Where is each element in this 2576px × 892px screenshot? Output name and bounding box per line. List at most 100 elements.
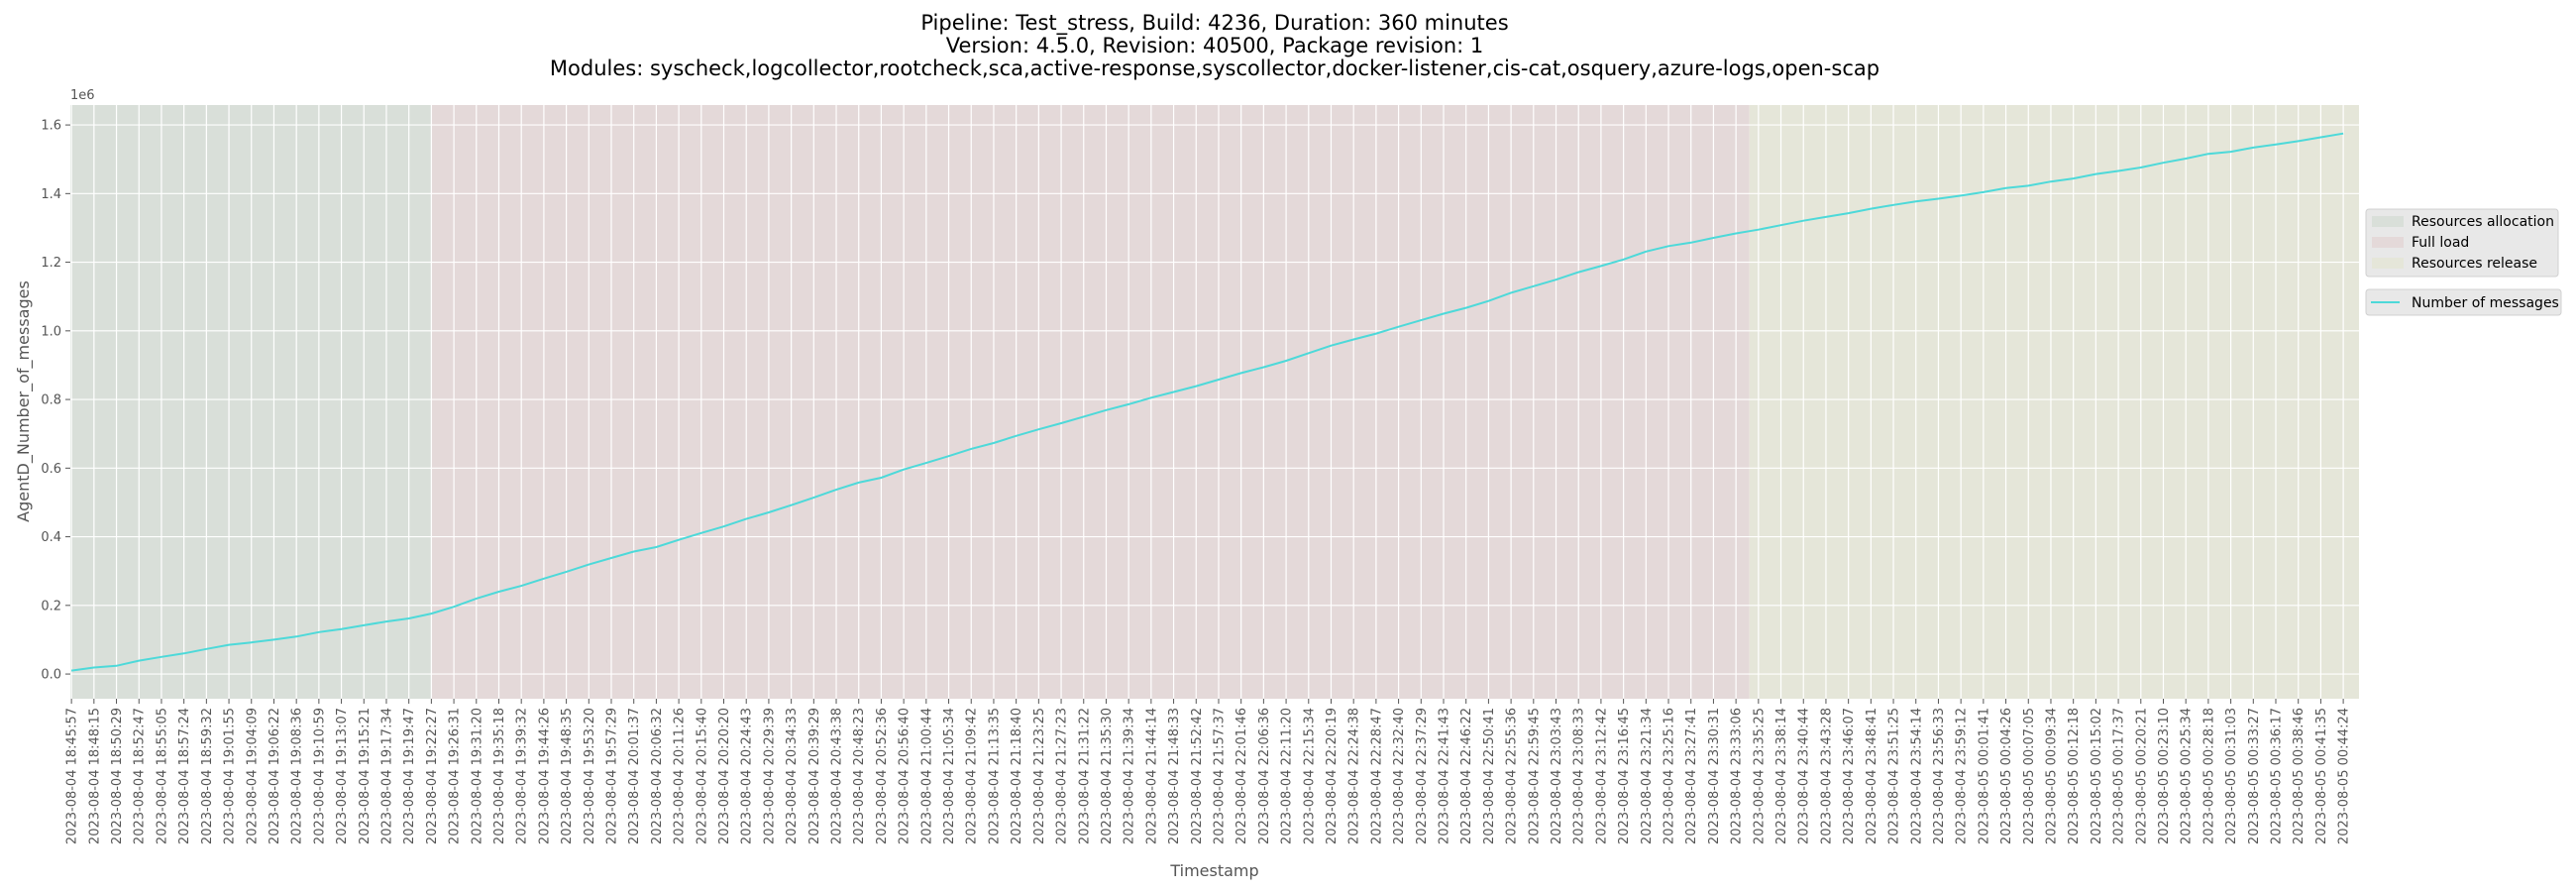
y-tick-label: 0.0: [41, 668, 61, 683]
x-tick-label: 2023-08-04 20:34:33: [785, 708, 800, 844]
x-tick-label: 2023-08-04 23:56:33: [1932, 708, 1947, 844]
series-line-number-of-messages: [70, 132, 2344, 672]
x-tick-label: 2023-08-04 21:09:42: [965, 708, 980, 844]
x-tick-label: 2023-08-04 20:20:20: [717, 708, 732, 844]
x-tick-label: 2023-08-04 23:08:33: [1572, 708, 1587, 844]
x-tick-label: 2023-08-04 21:44:14: [1144, 708, 1159, 844]
x-tick-label: 2023-08-04 22:37:29: [1415, 708, 1430, 844]
x-tick-label: 2023-08-04 23:48:41: [1865, 708, 1879, 844]
x-tick-label: 2023-08-04 19:10:59: [312, 708, 327, 844]
x-tick-label: 2023-08-05 00:07:05: [2022, 708, 2037, 844]
x-tick-label: 2023-08-04 22:24:38: [1347, 708, 1362, 844]
x-tick-label: 2023-08-05 00:31:03: [2224, 708, 2239, 844]
x-tick-label: 2023-08-04 23:25:16: [1663, 708, 1677, 844]
x-tick-label: 2023-08-05 00:38:46: [2292, 708, 2307, 844]
grid: [70, 105, 2359, 699]
x-tick-label: 2023-08-04 23:54:14: [1909, 708, 1924, 844]
y-tick-label: 1.6: [41, 119, 61, 134]
x-tick-label: 2023-08-04 21:23:25: [1032, 708, 1047, 844]
x-tick-label: 2023-08-04 23:35:25: [1752, 708, 1767, 844]
x-tick-label: 2023-08-04 20:06:32: [650, 708, 665, 844]
y-tick-label: 0.8: [41, 393, 61, 408]
x-tick-label: 2023-08-04 20:15:40: [695, 708, 709, 844]
y-tick-label: 1.2: [41, 256, 61, 271]
x-tick-label: 2023-08-04 21:18:40: [1010, 708, 1024, 844]
x-tick-label: 2023-08-04 21:52:42: [1190, 708, 1205, 844]
x-tick-label: 2023-08-04 19:39:32: [515, 708, 530, 844]
x-tick-label: 2023-08-04 21:39:34: [1123, 708, 1137, 844]
x-tick-label: 2023-08-04 19:31:20: [470, 708, 484, 844]
x-tick-label: 2023-08-04 23:33:06: [1730, 708, 1745, 844]
x-tick-label: 2023-08-04 20:24:43: [740, 708, 755, 844]
x-tick-label: 2023-08-04 22:41:43: [1438, 708, 1452, 844]
x-tick-label: 2023-08-04 19:48:35: [560, 708, 575, 844]
x-axis-label: Timestamp: [1169, 861, 1258, 880]
x-tick-label: 2023-08-04 23:51:25: [1887, 708, 1902, 844]
x-tick-label: 2023-08-05 00:36:17: [2270, 708, 2285, 844]
x-tick-label: 2023-08-04 21:57:37: [1212, 708, 1227, 844]
x-tick-label: 2023-08-04 21:13:35: [987, 708, 1002, 844]
region-resources-release: [1749, 105, 2359, 699]
x-tick-label: 2023-08-04 19:17:34: [379, 708, 394, 844]
x-tick-label: 2023-08-04 19:08:36: [290, 708, 305, 844]
chart-title: Pipeline: Test_stress, Build: 4236, Dura…: [550, 11, 1879, 80]
x-tick-label: 2023-08-05 00:09:34: [2044, 708, 2059, 844]
x-tick-label: 2023-08-04 23:16:45: [1617, 708, 1632, 844]
x-tick-label: 2023-08-04 18:55:05: [155, 708, 169, 844]
title-line-2: Version: 4.5.0, Revision: 40500, Package…: [946, 34, 1484, 57]
y-tick-label: 0.6: [41, 462, 61, 477]
x-tick-label: 2023-08-04 23:59:12: [1955, 708, 1970, 844]
x-tick-label: 2023-08-04 23:46:07: [1842, 708, 1857, 844]
x-tick-label: 2023-08-04 21:00:44: [919, 708, 934, 844]
series-layer: [70, 132, 2344, 672]
x-tick-label: 2023-08-04 23:27:41: [1684, 708, 1699, 844]
x-tick-label: 2023-08-04 21:27:23: [1055, 708, 1070, 844]
x-tick-label: 2023-08-04 19:15:21: [358, 708, 373, 844]
x-tick-label: 2023-08-05 00:25:34: [2180, 708, 2195, 844]
x-tick-label: 2023-08-04 21:48:33: [1167, 708, 1182, 844]
legend-regions: Resources allocation Full load Resources…: [2365, 208, 2559, 278]
x-tick-label: 2023-08-05 00:04:26: [1999, 708, 2014, 844]
y-axis: 0.0 0.2 0.4 0.6 0.8 1.0 1.2 1.4 1.6: [41, 119, 70, 683]
x-tick-label: 2023-08-05 00:15:02: [2090, 708, 2104, 844]
legend-series: Number of messages: [2365, 288, 2562, 316]
y-tick-label: 1.0: [41, 324, 61, 339]
x-tick-label: 2023-08-05 00:20:21: [2134, 708, 2149, 844]
x-tick-label: 2023-08-04 19:04:09: [245, 708, 260, 844]
x-tick-label: 2023-08-04 21:05:34: [942, 708, 957, 844]
x-tick-label: 2023-08-04 21:31:22: [1077, 708, 1092, 844]
x-tick-label: 2023-08-04 22:46:22: [1459, 708, 1474, 844]
x-tick-label: 2023-08-04 22:06:36: [1257, 708, 1272, 844]
x-tick-label: 2023-08-04 18:59:32: [200, 708, 215, 844]
x-tick-label: 2023-08-04 22:59:45: [1527, 708, 1542, 844]
x-tick-label: 2023-08-04 23:21:34: [1640, 708, 1655, 844]
shaded-regions: [70, 105, 2359, 699]
x-tick-label: 2023-08-04 19:26:31: [448, 708, 463, 844]
x-tick-label: 2023-08-04 23:40:44: [1797, 708, 1812, 844]
x-tick-label: 2023-08-04 23:43:28: [1819, 708, 1834, 844]
x-tick-label: 2023-08-04 19:53:20: [583, 708, 597, 844]
x-tick-label: 2023-08-04 22:01:46: [1234, 708, 1249, 844]
y-tick-label: 1.4: [41, 187, 61, 202]
y-tick-label: 0.4: [41, 530, 61, 545]
x-tick-label: 2023-08-05 00:17:37: [2112, 708, 2127, 844]
x-tick-label: 2023-08-04 23:03:43: [1550, 708, 1564, 844]
legend-swatch-full-load: [2372, 237, 2404, 248]
x-tick-label: 2023-08-04 22:55:36: [1505, 708, 1520, 844]
title-line-3: Modules: syscheck,logcollector,rootcheck…: [550, 56, 1879, 80]
legend-label-allocation: Resources allocation: [2412, 214, 2554, 230]
x-tick-label: 2023-08-04 22:50:41: [1482, 708, 1497, 844]
x-tick-label: 2023-08-04 18:48:15: [87, 708, 102, 844]
x-tick-label: 2023-08-04 20:11:26: [673, 708, 688, 844]
y-offset-label: 1e6: [70, 88, 95, 103]
y-axis-label: AgentD_Number_of_messages: [14, 280, 34, 522]
x-axis: 2023-08-04 18:45:57 2023-08-04 18:48:15 20…: [65, 699, 2352, 844]
x-tick-label: 2023-08-04 20:01:37: [627, 708, 642, 844]
x-tick-label: 2023-08-04 20:39:29: [807, 708, 822, 844]
x-tick-label: 2023-08-04 22:11:20: [1280, 708, 1295, 844]
x-tick-label: 2023-08-04 19:13:07: [335, 708, 350, 844]
x-tick-label: 2023-08-04 19:19:47: [402, 708, 417, 844]
x-tick-label: 2023-08-04 23:38:14: [1774, 708, 1789, 844]
x-tick-label: 2023-08-04 19:57:29: [605, 708, 620, 844]
